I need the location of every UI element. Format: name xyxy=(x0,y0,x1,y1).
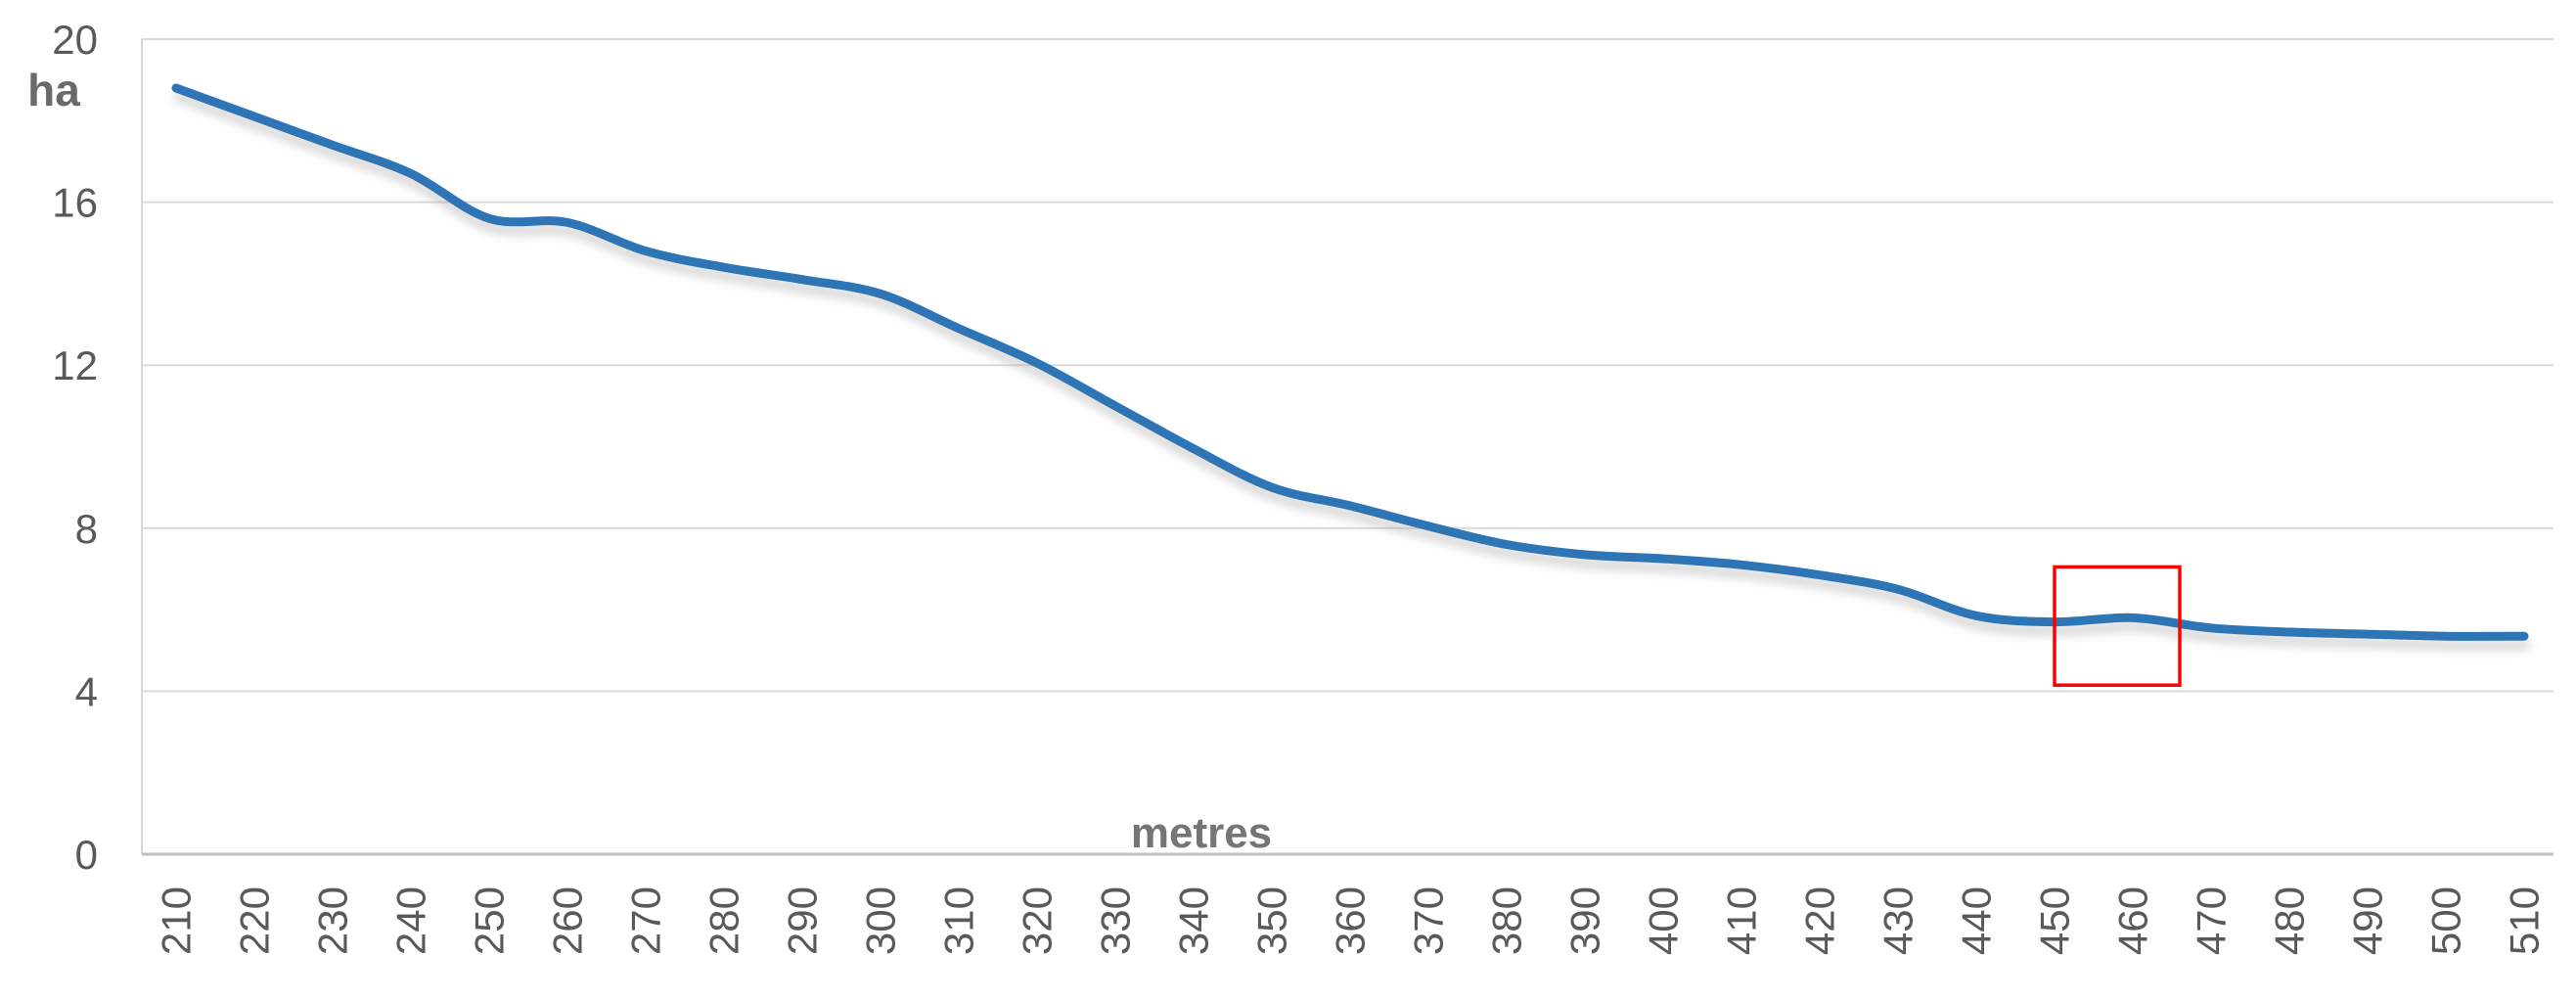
x-axis-title: metres xyxy=(1131,809,1272,857)
x-tick-label-300: 300 xyxy=(858,886,904,955)
x-tick-label-370: 370 xyxy=(1406,886,1452,955)
y-tick-label-8: 8 xyxy=(75,506,98,552)
x-tick-label-240: 240 xyxy=(388,886,434,955)
x-tick-label-510: 510 xyxy=(2502,886,2548,955)
x-tick-label-270: 270 xyxy=(623,886,669,955)
data-series-line xyxy=(171,83,2529,641)
y-tick-label-12: 12 xyxy=(52,342,98,388)
x-tick-label-220: 220 xyxy=(232,886,278,955)
y-tick-label-20: 20 xyxy=(52,17,98,63)
y-axis-unit-label: ha xyxy=(27,65,80,115)
y-axis-tick-labels: 0 4 8 12 16 20 xyxy=(52,17,98,878)
x-tick-label-460: 460 xyxy=(2110,886,2156,955)
x-tick-label-230: 230 xyxy=(310,886,356,955)
x-axis-tick-labels: 210 220 230 240 250 260 270 280 290 300 310 320 330 3… xyxy=(154,886,2548,955)
x-tick-label-250: 250 xyxy=(467,886,513,955)
x-tick-label-210: 210 xyxy=(154,886,200,955)
x-tick-label-290: 290 xyxy=(780,886,826,955)
x-tick-label-350: 350 xyxy=(1249,886,1295,955)
x-tick-label-320: 320 xyxy=(1015,886,1061,955)
x-tick-label-470: 470 xyxy=(2189,886,2235,955)
x-tick-label-390: 390 xyxy=(1562,886,1608,955)
x-tick-label-280: 280 xyxy=(701,886,747,955)
x-tick-label-490: 490 xyxy=(2345,886,2391,955)
x-tick-label-420: 420 xyxy=(1797,886,1843,955)
y-tick-label-4: 4 xyxy=(75,668,98,714)
x-tick-label-500: 500 xyxy=(2423,886,2469,955)
horizontal-gridlines xyxy=(142,38,2553,693)
x-tick-label-410: 410 xyxy=(1719,886,1765,955)
x-tick-label-380: 380 xyxy=(1484,886,1530,955)
x-tick-label-400: 400 xyxy=(1641,886,1687,955)
x-tick-label-450: 450 xyxy=(2032,886,2078,955)
x-tick-label-260: 260 xyxy=(545,886,591,955)
x-tick-label-430: 430 xyxy=(1876,886,1921,955)
x-tick-label-480: 480 xyxy=(2267,886,2313,955)
y-tick-label-0: 0 xyxy=(75,832,98,878)
x-tick-label-330: 330 xyxy=(1093,886,1139,955)
x-tick-label-440: 440 xyxy=(1954,886,2000,955)
x-tick-label-340: 340 xyxy=(1171,886,1217,955)
x-tick-label-360: 360 xyxy=(1328,886,1374,955)
annotation-box xyxy=(2053,565,2182,687)
y-tick-label-16: 16 xyxy=(52,180,98,226)
x-tick-label-310: 310 xyxy=(936,886,982,955)
